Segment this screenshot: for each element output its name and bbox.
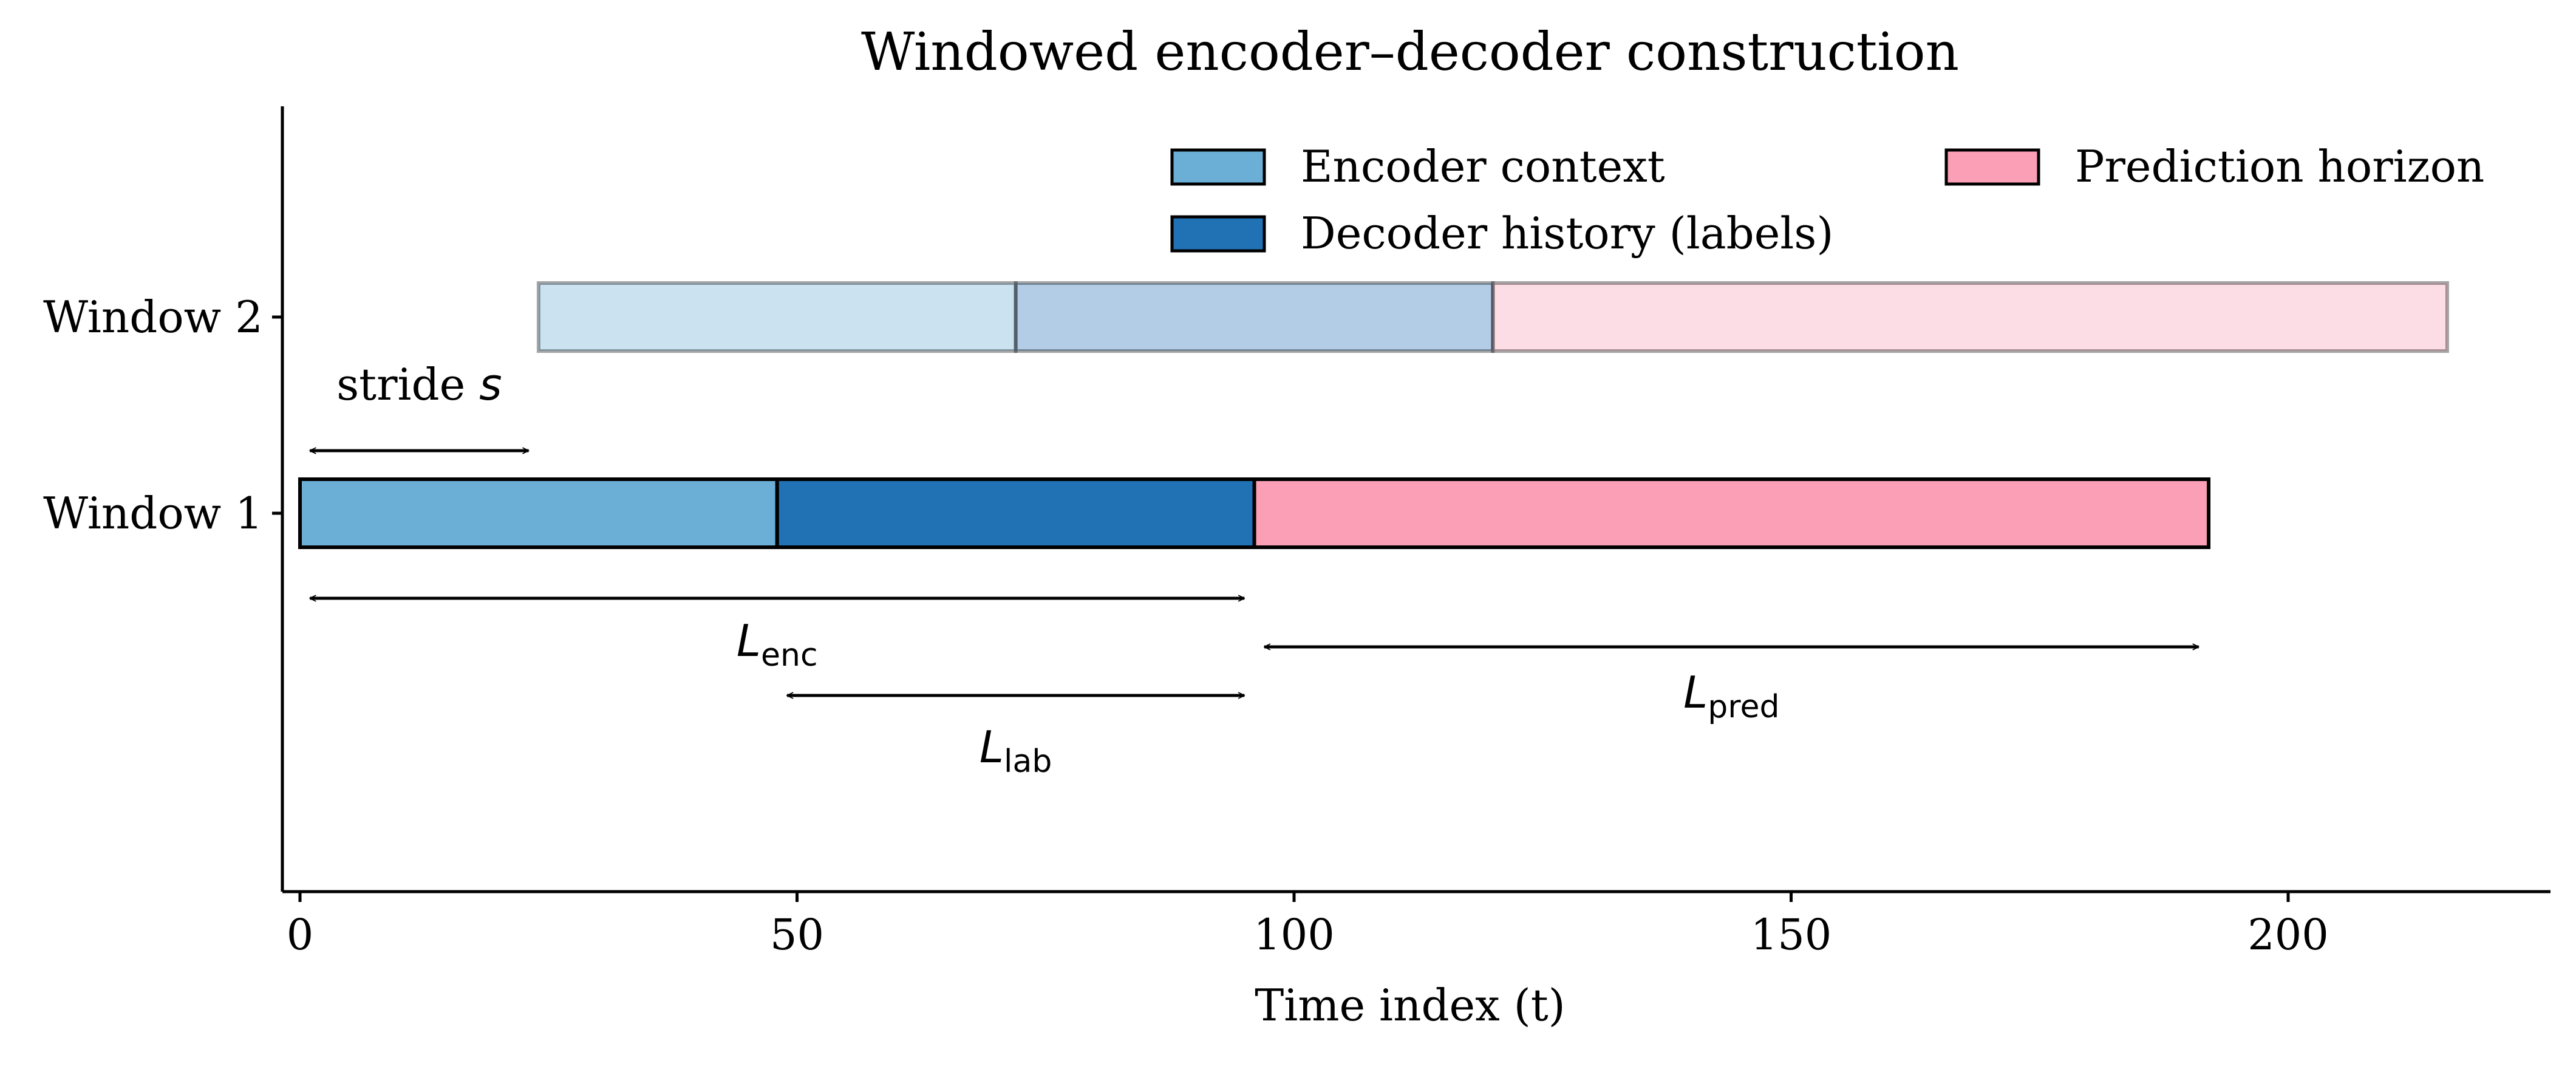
legend: Encoder context Decoder history (labels) P…	[1170, 141, 2484, 259]
bar-encoder-context-window-2	[536, 281, 1018, 353]
bar-prediction-horizon-window-2	[1491, 281, 2449, 353]
x-tick-label: 50	[770, 910, 824, 960]
bars-layer	[298, 281, 2449, 549]
bar-prediction-horizon-window-1	[1252, 477, 2211, 549]
bar-encoder-context-window-1	[298, 477, 779, 549]
legend-swatch	[1944, 148, 2040, 186]
x-tick-label: 150	[1751, 910, 1832, 960]
bar-decoder-history-labels--window-1	[775, 477, 1256, 549]
legend-label: Prediction horizon	[2075, 141, 2484, 192]
y-tick-label: Window 2	[43, 292, 263, 343]
x-tick-label: 200	[2247, 910, 2329, 960]
axes-layer: 0 50 100 150 200 Window 1 Window 2	[43, 106, 2550, 960]
legend-label: Decoder history (labels)	[1301, 208, 1833, 259]
legend-swatch	[1170, 215, 1266, 253]
chart-title: Windowed encoder–decoder construction	[861, 22, 1959, 83]
annotations-layer: stride s Lenc Llab Lpred	[310, 359, 2198, 780]
span-label-pred: Lpred	[1683, 667, 1779, 725]
legend-swatch	[1170, 148, 1266, 186]
y-tick-label: Window 1	[43, 488, 263, 539]
x-axis-label: Time index (t)	[1255, 980, 1566, 1031]
x-tick-label: 100	[1253, 910, 1335, 960]
x-tick-label: 0	[287, 910, 314, 960]
legend-label: Encoder context	[1301, 141, 1665, 192]
span-label-enc: Lenc	[737, 615, 818, 674]
span-label-stride: stride s	[336, 359, 502, 410]
bar-decoder-history-labels--window-2	[1014, 281, 1495, 353]
span-label-lab: Llab	[980, 722, 1052, 780]
